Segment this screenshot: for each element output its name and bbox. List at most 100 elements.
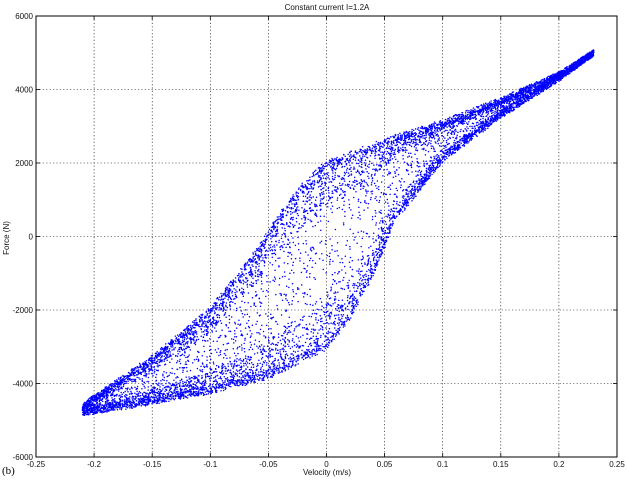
data-point bbox=[254, 269, 256, 272]
data-point bbox=[165, 350, 168, 353]
data-point bbox=[353, 179, 356, 182]
data-point bbox=[410, 145, 413, 148]
data-point bbox=[314, 303, 317, 305]
data-point bbox=[358, 165, 361, 167]
data-point bbox=[334, 317, 337, 320]
data-point bbox=[388, 205, 390, 207]
data-point bbox=[334, 295, 336, 298]
data-point bbox=[165, 371, 168, 374]
data-point bbox=[367, 281, 369, 284]
data-point bbox=[126, 406, 129, 409]
data-point bbox=[459, 130, 462, 133]
data-point bbox=[447, 138, 449, 140]
data-point bbox=[238, 319, 240, 322]
data-point bbox=[363, 161, 366, 164]
data-point bbox=[316, 209, 318, 211]
data-point bbox=[359, 188, 362, 191]
data-point bbox=[224, 354, 227, 357]
data-point bbox=[251, 348, 254, 351]
data-point bbox=[287, 368, 290, 370]
data-point bbox=[145, 376, 147, 378]
data-point bbox=[464, 118, 467, 121]
data-point bbox=[249, 346, 252, 349]
data-point bbox=[281, 366, 283, 369]
data-point bbox=[302, 242, 305, 245]
data-point bbox=[274, 349, 277, 351]
data-point bbox=[237, 277, 240, 279]
data-point bbox=[272, 363, 275, 366]
data-point bbox=[204, 375, 207, 378]
data-point bbox=[338, 270, 341, 273]
data-point bbox=[273, 244, 275, 246]
data-point bbox=[269, 281, 271, 283]
data-point bbox=[249, 341, 252, 343]
data-point bbox=[132, 380, 135, 382]
data-point bbox=[246, 284, 248, 286]
data-point bbox=[89, 413, 91, 415]
data-point bbox=[255, 248, 258, 250]
data-point bbox=[138, 390, 141, 393]
data-point bbox=[190, 326, 192, 329]
data-point bbox=[389, 157, 391, 159]
data-point bbox=[269, 244, 272, 246]
data-point bbox=[315, 196, 318, 199]
data-point bbox=[358, 211, 360, 214]
data-point bbox=[276, 323, 279, 325]
data-point bbox=[314, 354, 317, 357]
data-point bbox=[370, 245, 372, 248]
data-point bbox=[188, 382, 190, 384]
data-point bbox=[368, 257, 370, 259]
data-point bbox=[331, 283, 334, 285]
data-point bbox=[145, 359, 148, 362]
data-point bbox=[316, 353, 318, 356]
data-point bbox=[296, 194, 298, 197]
data-point bbox=[207, 328, 209, 330]
data-point bbox=[348, 155, 351, 158]
data-point bbox=[385, 193, 388, 196]
data-point bbox=[381, 248, 383, 251]
data-point bbox=[318, 179, 321, 182]
data-point bbox=[326, 343, 329, 345]
data-point bbox=[195, 358, 198, 360]
data-point bbox=[465, 122, 468, 124]
data-point bbox=[163, 370, 165, 373]
data-point bbox=[271, 264, 274, 266]
data-point bbox=[306, 333, 309, 335]
data-point bbox=[213, 327, 216, 329]
data-point bbox=[288, 329, 290, 332]
data-point bbox=[318, 180, 321, 183]
data-point bbox=[393, 149, 396, 152]
data-point bbox=[395, 169, 398, 171]
data-point bbox=[374, 197, 376, 200]
data-point bbox=[309, 295, 312, 297]
data-point bbox=[362, 156, 364, 158]
data-point bbox=[373, 262, 376, 265]
data-point bbox=[359, 214, 361, 217]
data-point bbox=[262, 347, 264, 349]
data-point bbox=[292, 338, 294, 340]
data-point bbox=[241, 287, 243, 289]
data-point bbox=[243, 264, 246, 267]
data-point bbox=[398, 213, 401, 216]
data-point bbox=[266, 362, 268, 364]
data-point bbox=[202, 336, 205, 339]
data-point bbox=[310, 202, 313, 204]
data-point bbox=[312, 259, 314, 262]
data-point bbox=[114, 388, 117, 390]
data-point bbox=[252, 257, 254, 260]
data-point bbox=[328, 161, 331, 163]
data-point bbox=[452, 115, 455, 118]
data-point bbox=[464, 112, 467, 114]
data-point bbox=[543, 88, 545, 91]
data-point bbox=[343, 303, 346, 305]
data-point bbox=[271, 236, 273, 238]
data-point bbox=[210, 392, 212, 395]
data-point bbox=[269, 353, 272, 356]
data-point bbox=[249, 261, 252, 263]
data-point bbox=[387, 186, 389, 188]
data-point bbox=[408, 191, 410, 193]
data-point bbox=[263, 371, 266, 374]
data-point bbox=[164, 396, 166, 398]
data-point bbox=[250, 366, 253, 369]
data-point bbox=[238, 375, 241, 378]
